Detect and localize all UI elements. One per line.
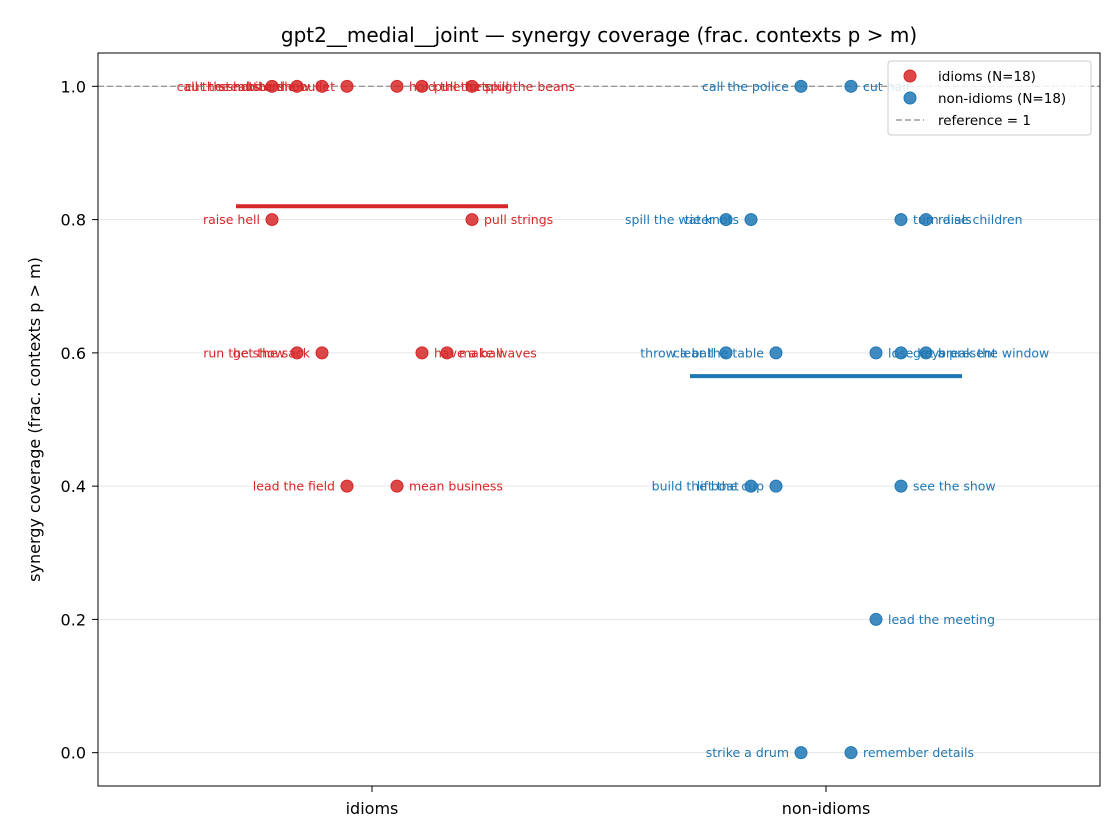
data-point-label: build the boat [652, 479, 739, 494]
data-point [744, 213, 758, 227]
data-point [315, 79, 329, 93]
data-point-label: remember details [863, 745, 974, 760]
mean-bars [236, 204, 962, 379]
data-point-label: call the shots [177, 79, 260, 94]
y-tick-label: 0.0 [61, 744, 86, 763]
data-point [390, 79, 404, 93]
data-point-label: get a present [913, 345, 997, 360]
data-point [390, 479, 404, 493]
data-point-label: lead the meeting [888, 612, 995, 627]
y-tick-label: 0.6 [61, 344, 86, 363]
y-ticks: 0.0 0.2 0.4 0.6 0.8 1.0 [61, 77, 98, 763]
data-point-label: tie knots [685, 212, 739, 227]
data-point-label: raise children [938, 212, 1023, 227]
legend-label: idioms (N=18) [938, 69, 1036, 85]
y-tick-label: 0.4 [61, 477, 86, 496]
data-point [869, 612, 883, 626]
data-point [440, 346, 454, 360]
chart-title: gpt2__medial__joint — synergy coverage (… [281, 23, 917, 47]
legend-label: reference = 1 [938, 113, 1031, 129]
legend-marker [903, 69, 917, 83]
data-point-label: pull the plug [434, 79, 513, 94]
data-point-label: spill the water [625, 212, 715, 227]
legend: idioms (N=18) non-idioms (N=18) reference … [887, 60, 1092, 136]
data-point [719, 213, 733, 227]
data-point [894, 346, 908, 360]
data-point-label: raise hell [203, 212, 260, 227]
data-point-label: turn dials [913, 212, 972, 227]
data-point [415, 79, 429, 93]
data-point [465, 79, 479, 93]
data-point-label: have a ball [434, 345, 503, 360]
data-point [769, 346, 783, 360]
data-point-label: hold the fort [409, 79, 487, 94]
data-point-label: strike a drum [706, 745, 789, 760]
data-point [894, 213, 908, 227]
x-tick-label: idioms [346, 799, 399, 818]
data-point [265, 79, 279, 93]
data-point [290, 346, 304, 360]
legend-marker [903, 91, 917, 105]
data-point [919, 213, 933, 227]
data-point [415, 346, 429, 360]
y-tick-label: 1.0 [61, 77, 86, 96]
x-ticks: idioms non-idioms [346, 786, 871, 818]
data-points [265, 79, 933, 760]
data-point-label: steal the show [219, 79, 310, 94]
data-point [794, 79, 808, 93]
data-point-label: run the show [203, 345, 285, 360]
data-point [265, 213, 279, 227]
data-point-label: make waves [459, 345, 537, 360]
data-point-label: see the show [913, 479, 996, 494]
y-tick-label: 0.8 [61, 211, 86, 230]
data-point-label: lift the cup [697, 479, 764, 494]
data-point [340, 79, 354, 93]
data-point-label: throw a ball [640, 345, 714, 360]
data-point [844, 79, 858, 93]
data-point-label: bite the bullet [247, 79, 335, 94]
data-point [844, 746, 858, 760]
data-point [719, 346, 733, 360]
data-point-label: spill the beans [484, 79, 575, 94]
data-point [869, 346, 883, 360]
data-point-label: clear the table [673, 345, 764, 360]
data-point-label: get the sack [233, 345, 311, 360]
data-point-label: lose keys [888, 345, 946, 360]
data-point [894, 479, 908, 493]
data-point-label: call the police [702, 79, 789, 94]
data-point [769, 479, 783, 493]
data-point [290, 79, 304, 93]
data-point-label: cut the mustard [185, 79, 285, 94]
data-point-label: mean business [409, 479, 503, 494]
data-point-label: pull strings [484, 212, 553, 227]
legend-box [887, 60, 1092, 136]
data-point-label: lead the field [253, 479, 335, 494]
data-point [315, 346, 329, 360]
legend-label: non-idioms (N=18) [938, 91, 1066, 107]
data-point [744, 479, 758, 493]
data-point [794, 746, 808, 760]
y-tick-label: 0.2 [61, 610, 86, 629]
data-point-label: break the window [938, 345, 1049, 360]
data-point [919, 346, 933, 360]
x-tick-label: non-idioms [782, 799, 871, 818]
grid [98, 85, 1100, 754]
data-point [340, 479, 354, 493]
plot-frame [97, 52, 1101, 787]
y-axis-label: synergy coverage (frac. contexts p > m) [25, 257, 44, 582]
data-point [465, 213, 479, 227]
